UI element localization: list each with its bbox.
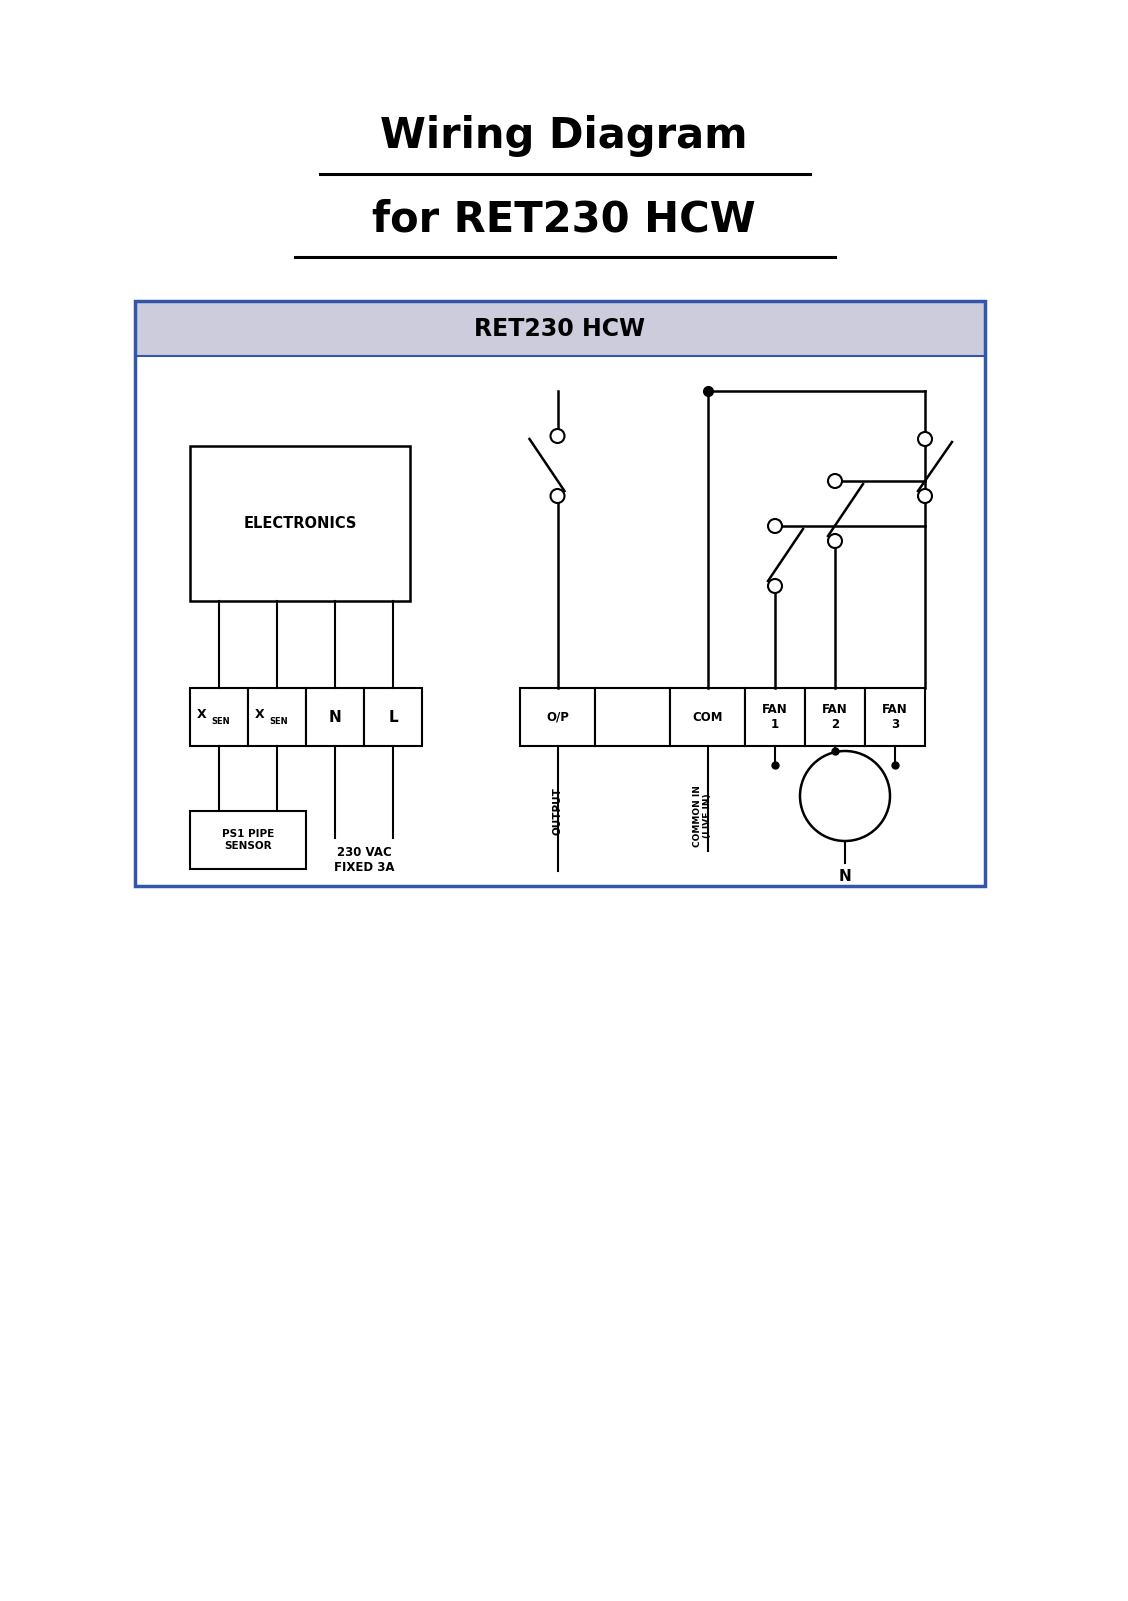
Circle shape (828, 535, 841, 548)
Text: L: L (388, 709, 398, 725)
Circle shape (768, 580, 782, 592)
Bar (594, 688, 670, 746)
Text: X: X (197, 708, 206, 720)
Bar (364, 688, 422, 746)
Text: PS1 PIPE
SENSOR: PS1 PIPE SENSOR (222, 829, 274, 850)
Text: 3 SPEED
FAN: 3 SPEED FAN (820, 784, 870, 807)
Text: X: X (255, 708, 265, 720)
Circle shape (550, 429, 564, 443)
Text: ELECTRONICS: ELECTRONICS (244, 516, 356, 532)
Text: COM: COM (693, 711, 723, 724)
Text: SEN: SEN (268, 717, 288, 725)
Circle shape (828, 474, 841, 488)
Text: for RET230 HCW: for RET230 HCW (372, 199, 756, 240)
Circle shape (550, 488, 564, 503)
Text: O/P: O/P (546, 711, 569, 724)
Bar (190, 447, 409, 600)
Bar (135, 301, 985, 885)
Text: 230 VAC
FIXED 3A: 230 VAC FIXED 3A (334, 845, 395, 874)
Bar (744, 688, 805, 746)
Text: FAN
2: FAN 2 (822, 703, 848, 732)
Circle shape (918, 432, 932, 447)
Bar (670, 688, 744, 746)
Text: FAN
3: FAN 3 (882, 703, 908, 732)
Text: Wiring Diagram: Wiring Diagram (380, 115, 748, 157)
Circle shape (800, 751, 890, 841)
Text: N: N (838, 869, 852, 884)
Bar (865, 688, 925, 746)
Circle shape (918, 488, 932, 503)
Bar (190, 812, 306, 869)
Text: RET230 HCW: RET230 HCW (475, 317, 645, 341)
Text: OUTPUT: OUTPUT (553, 788, 563, 836)
Bar (135, 301, 985, 355)
Text: COMMON IN
(LIVE IN): COMMON IN (LIVE IN) (693, 784, 712, 847)
Bar (520, 688, 594, 746)
Text: SEN: SEN (211, 717, 230, 725)
Text: N: N (328, 709, 342, 725)
Bar (190, 688, 248, 746)
Bar (306, 688, 364, 746)
Text: FAN
1: FAN 1 (763, 703, 787, 732)
Bar (135, 301, 985, 885)
Bar (248, 688, 306, 746)
Bar (805, 688, 865, 746)
Circle shape (768, 519, 782, 533)
